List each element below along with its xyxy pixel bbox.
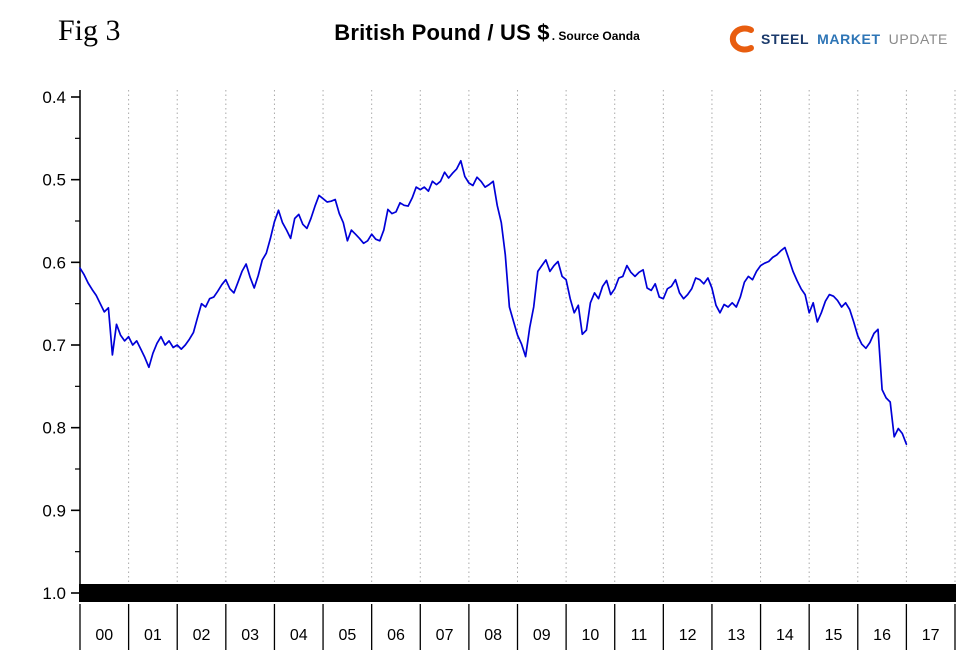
x-tick-label: 17 <box>922 627 940 644</box>
x-tick-label: 05 <box>338 627 356 644</box>
x-axis-separators <box>79 604 956 650</box>
x-tick-label: 06 <box>387 627 405 644</box>
x-tick-label: 00 <box>95 627 113 644</box>
logo-text-update: UPDATE <box>888 31 948 47</box>
x-tick-label: 15 <box>825 627 843 644</box>
y-tick-label: 0.6 <box>42 253 66 272</box>
figure-label: Fig 3 <box>58 14 121 47</box>
y-axis-labels: 0.4 0.5 0.6 0.7 0.8 0.9 1.0 <box>42 88 66 603</box>
x-tick-label: 07 <box>436 627 454 644</box>
y-tick-label: 0.4 <box>42 88 66 107</box>
y-tick-label: 1.0 <box>42 584 66 603</box>
smu-logo: STEEL MARKET UPDATE <box>723 24 948 54</box>
x-tick-label: 04 <box>290 627 308 644</box>
x-tick-label: 12 <box>679 627 697 644</box>
y-tick-label: 0.7 <box>42 336 66 355</box>
x-tick-label: 08 <box>484 627 502 644</box>
x-tick-label: 03 <box>241 627 259 644</box>
y-tick-label: 0.8 <box>42 419 66 438</box>
x-tick-label: 09 <box>533 627 551 644</box>
year-gridlines <box>79 90 956 584</box>
x-tick-label: 13 <box>727 627 745 644</box>
x-axis-labels: 00 01 02 03 04 05 06 07 08 09 10 11 12 13 14 15 16 17 <box>95 627 939 644</box>
price-line <box>79 159 908 446</box>
y-tick-label: 0.9 <box>42 501 66 520</box>
y-tick-label: 0.5 <box>42 171 66 190</box>
logo-text-steel: STEEL <box>761 31 810 47</box>
x-tick-label: 10 <box>582 627 600 644</box>
x-tick-label: 02 <box>193 627 211 644</box>
y-axis-ticks <box>71 96 80 594</box>
x-tick-label: 14 <box>776 627 794 644</box>
logo-text-market: MARKET <box>817 31 881 47</box>
smu-logo-swoosh-icon <box>729 25 755 53</box>
x-tick-label: 16 <box>873 627 891 644</box>
x-tick-label: 11 <box>631 627 648 644</box>
x-axis-bar <box>79 584 956 602</box>
x-tick-label: 01 <box>144 627 162 644</box>
